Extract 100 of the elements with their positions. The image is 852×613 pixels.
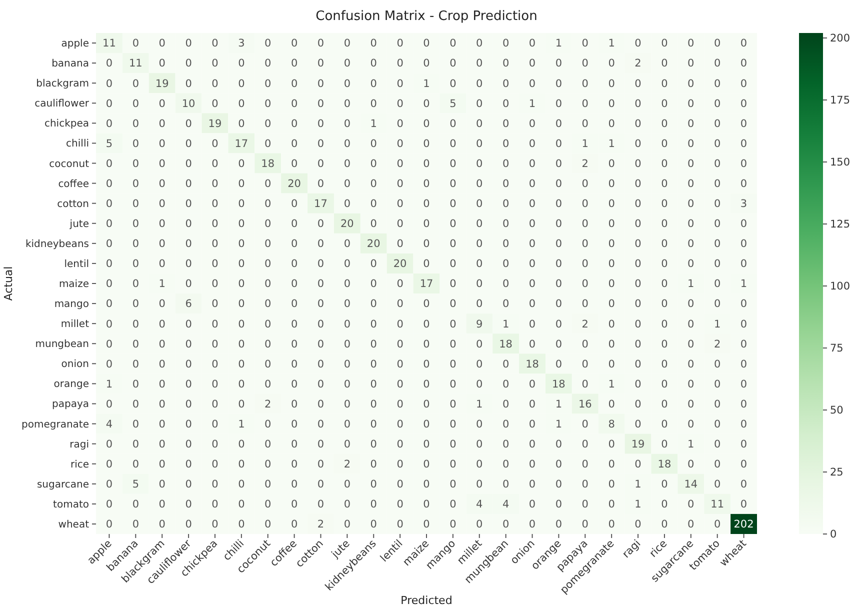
data-label: 0: [608, 458, 615, 471]
data-label: 0: [317, 438, 324, 450]
color-bar-label: 50: [830, 404, 844, 417]
data-label: 0: [608, 498, 615, 511]
data-label: 0: [688, 358, 694, 370]
data-label: 0: [528, 478, 536, 491]
data-label: 0: [740, 78, 748, 90]
data-label: 0: [396, 498, 404, 511]
data-label: 2: [582, 318, 588, 330]
data-label: 0: [158, 458, 166, 471]
data-label: 0: [317, 158, 324, 170]
data-label: 0: [370, 58, 377, 70]
y-tick-label: chilli: [66, 138, 89, 150]
data-label: 0: [688, 398, 694, 410]
data-label: 0: [528, 58, 536, 70]
data-label: 0: [158, 138, 166, 150]
data-label: 0: [132, 398, 140, 410]
data-label: 0: [212, 518, 218, 531]
data-label: 0: [185, 278, 192, 290]
data-label: 0: [317, 378, 324, 390]
data-label: 0: [370, 478, 377, 491]
data-label: 0: [555, 78, 562, 90]
data-label: 0: [212, 358, 218, 370]
data-label: 0: [344, 478, 351, 491]
data-label: 0: [608, 338, 615, 350]
data-label: 0: [502, 378, 510, 390]
data-label: 19: [155, 78, 169, 90]
data-label: 0: [185, 358, 192, 370]
data-label: 1: [634, 498, 642, 511]
data-label: 1: [608, 378, 615, 390]
data-label: 0: [502, 218, 510, 230]
data-label: 11: [128, 58, 142, 70]
y-tick-label: sugarcane: [36, 479, 89, 490]
data-label: 0: [264, 278, 272, 290]
data-label: 0: [212, 378, 218, 390]
data-label: 0: [740, 118, 748, 130]
data-label: 0: [106, 238, 113, 250]
data-label: 0: [528, 458, 536, 471]
data-label: 0: [688, 38, 694, 50]
data-label: 0: [264, 498, 272, 511]
data-label: 0: [370, 258, 377, 270]
data-label: 0: [132, 98, 140, 110]
data-label: 0: [582, 298, 588, 310]
data-label: 0: [132, 78, 140, 90]
data-label: 0: [450, 478, 456, 491]
data-label: 0: [106, 438, 113, 450]
data-label: 0: [158, 198, 166, 210]
y-tick-label: ragi: [70, 439, 89, 450]
data-label: 0: [476, 298, 483, 310]
data-label: 0: [476, 58, 483, 70]
data-label: 0: [502, 98, 510, 110]
data-label: 0: [450, 38, 456, 50]
data-label: 0: [634, 38, 642, 50]
data-label: 0: [688, 78, 694, 90]
data-label: 0: [688, 318, 694, 330]
data-label: 0: [688, 298, 694, 310]
data-label: 0: [714, 518, 721, 531]
data-label: 0: [608, 238, 615, 250]
data-label: 0: [185, 118, 192, 130]
data-label: 0: [290, 498, 298, 511]
data-label: 0: [290, 318, 298, 330]
data-label: 0: [423, 438, 430, 450]
data-label: 0: [502, 118, 510, 130]
data-label: 0: [317, 78, 324, 90]
data-label: 1: [714, 318, 721, 330]
y-tick-label: orange: [54, 379, 89, 390]
data-label: 0: [370, 458, 377, 471]
data-label: 0: [185, 78, 192, 90]
data-label: 0: [423, 158, 430, 170]
data-label: 0: [317, 398, 324, 410]
data-label: 0: [476, 138, 483, 150]
data-label: 0: [714, 218, 721, 230]
data-label: 0: [158, 98, 166, 110]
data-label: 0: [238, 318, 245, 330]
data-label: 4: [106, 418, 113, 430]
data-label: 0: [661, 278, 668, 290]
data-label: 0: [555, 358, 562, 370]
data-label: 0: [688, 498, 694, 511]
data-label: 11: [102, 38, 116, 50]
data-label: 0: [132, 498, 140, 511]
y-tick-label: coffee: [58, 178, 89, 190]
data-label: 0: [158, 298, 166, 310]
data-label: 0: [317, 498, 324, 511]
data-label: 0: [212, 458, 218, 471]
data-label: 0: [423, 518, 430, 531]
data-label: 18: [552, 378, 566, 390]
data-label: 0: [528, 318, 536, 330]
data-label: 0: [238, 158, 245, 170]
data-label: 0: [238, 438, 245, 450]
data-label: 0: [238, 358, 245, 370]
color-bar-label: 125: [830, 218, 850, 231]
data-label: 0: [740, 498, 748, 511]
data-label: 0: [634, 138, 642, 150]
data-label: 1: [555, 38, 562, 50]
data-label: 0: [132, 238, 140, 250]
data-label: 0: [714, 118, 721, 130]
data-label: 0: [634, 118, 642, 130]
data-label: 0: [212, 78, 218, 90]
y-tick-label: coconut: [49, 158, 90, 170]
data-label: 0: [634, 358, 642, 370]
